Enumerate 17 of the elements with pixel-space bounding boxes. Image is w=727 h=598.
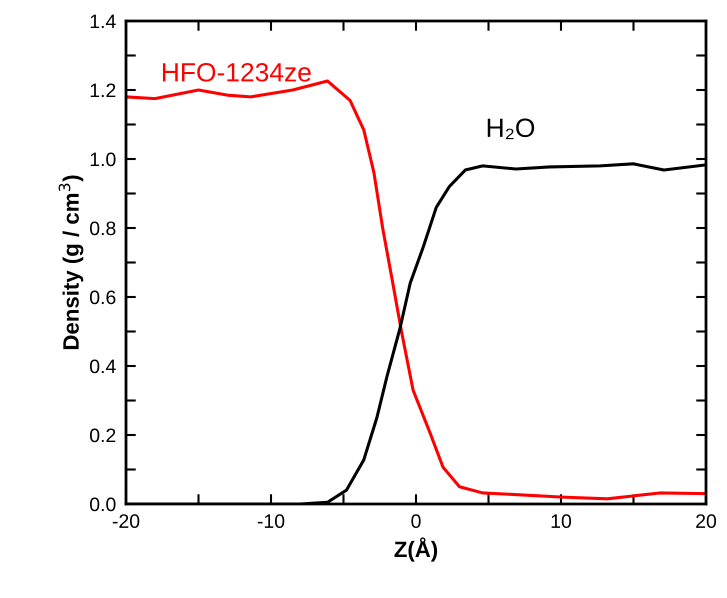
- series-label: H₂O: [488, 118, 534, 140]
- y-tick-label: 0.2: [90, 428, 116, 442]
- y-tick-label: 0.0: [90, 497, 116, 512]
- y-tick-label: 0.6: [90, 290, 116, 304]
- x-tick-label: -10: [258, 514, 284, 528]
- y-tick-label: 0.8: [90, 221, 116, 236]
- y-tick-label: 1.0: [90, 152, 116, 166]
- x-tick-label: 20: [696, 514, 716, 528]
- y-axis-title: Density (g / cm$^{3}$): [58, 176, 84, 350]
- y-tick-label: 0.4: [90, 359, 116, 374]
- x-tick-label: -20: [112, 514, 140, 528]
- series-label: HFO-1234ze: [162, 62, 311, 82]
- x-tick-label: 10: [552, 514, 572, 528]
- x-tick-label: 0: [411, 514, 421, 528]
- y-tick-label: 1.4: [90, 14, 116, 28]
- x-axis-title: Z(Å): [394, 537, 438, 562]
- y-tick-label: 1.2: [90, 83, 116, 98]
